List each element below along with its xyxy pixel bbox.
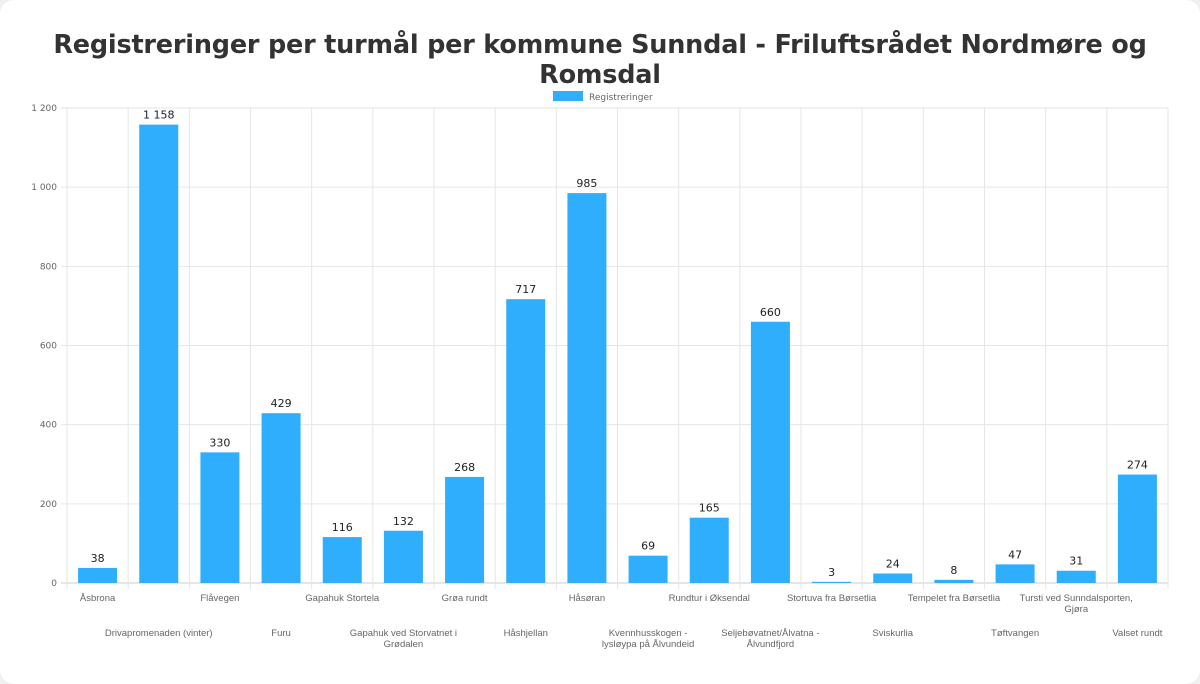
y-tick-label: 1 200 [31,104,57,114]
bar [934,579,974,583]
bar [200,452,240,583]
x-tick-label: Kvennhusskogen - lysløypa på Ålvundeid [601,628,695,650]
bar [750,321,790,583]
x-tick-label: Drivapromenaden (vinter) [104,628,213,639]
bar [628,555,668,583]
bar [995,564,1035,583]
y-tick-label: 0 [51,579,57,589]
y-tick-label: 200 [40,500,57,510]
legend-swatch [553,91,583,101]
data-label: 47 [1008,548,1022,561]
bar [689,517,729,583]
y-tick-label: 800 [40,262,57,272]
y-tick-label: 400 [40,421,57,431]
x-tick-label: Seljebøvatnet/Ålvatna - Ålvundfjord [721,628,820,650]
x-tick-label: Stortuva fra Børsetlia [786,593,877,604]
x-tick-label: Håshjellan [503,628,548,639]
data-label: 429 [271,397,292,410]
x-tick-label: Gapahuk Stortela [305,593,380,604]
data-label: 165 [699,502,720,515]
x-tick-label: Grøa rundt [441,593,488,604]
bar [1056,570,1096,583]
bar [873,573,913,583]
bar [322,537,362,583]
data-label: 132 [393,515,414,528]
data-label: 116 [332,521,353,534]
legend-label: Registreringer [589,93,653,103]
bar [812,581,852,583]
data-label: 38 [91,552,105,565]
bar [261,413,301,583]
data-label: 330 [209,436,230,449]
bar [567,193,607,583]
bar [139,124,179,583]
data-label: 717 [515,283,536,296]
bar [445,476,485,583]
bar [1117,474,1157,583]
bar [383,530,423,583]
chart-title: Registreringer per turmål per kommune Su… [53,30,1147,90]
x-tick-label: Gapahuk ved Storvatnet i Grødalen [349,628,458,650]
y-tick-label: 1 000 [31,183,57,193]
x-tick-label: Furu [271,628,291,639]
x-tick-label: Tempelet fra Børsetlia [907,593,1001,604]
y-tick-label: 600 [40,342,57,352]
x-tick-label: Flåvegen [200,593,240,604]
data-label: 1 158 [143,109,175,122]
x-tick-label: Sviskurlia [872,628,914,639]
data-label: 8 [950,564,957,577]
data-label: 660 [760,306,781,319]
bar [506,299,546,583]
data-label: 274 [1127,459,1148,472]
data-label: 31 [1069,555,1083,568]
x-tick-label: Åsbrona [79,593,116,604]
x-tick-label: Håsøran [568,593,606,604]
data-label: 3 [828,566,835,579]
x-tick-label: Tøftvangen [991,628,1040,639]
data-label: 985 [576,177,597,190]
data-label: 268 [454,461,475,474]
x-tick-label: Valset rundt [1112,628,1163,639]
data-label: 69 [641,540,655,553]
x-tick-label: Rundtur i Øksendal [668,593,750,604]
data-label: 24 [886,558,900,571]
x-tick-label: Tursti ved Sunndalsporten, Gjøra [1019,593,1133,615]
bar [78,567,118,583]
